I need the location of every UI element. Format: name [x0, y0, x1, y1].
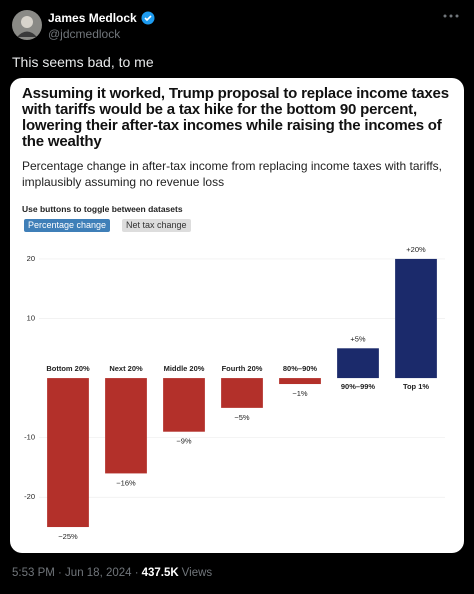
bar — [47, 378, 89, 528]
author-handle[interactable]: @jdcmedlock — [48, 27, 121, 41]
x-tick-label: Next 20% — [109, 364, 143, 373]
bar — [337, 348, 379, 379]
y-tick-label: -20 — [24, 492, 35, 501]
y-tick-label: 10 — [27, 313, 35, 322]
author-name[interactable]: James Medlock — [48, 11, 137, 25]
toggle-note: Use buttons to toggle between datasets — [22, 204, 183, 214]
timestamp[interactable]: 5:53 PM · Jun 18, 2024 · — [12, 567, 139, 579]
chart-title: Assuming it worked, Trump proposal to re… — [22, 85, 449, 150]
x-tick-label: Top 1% — [403, 382, 429, 391]
x-tick-label: 90%–99% — [341, 382, 376, 391]
x-tick-label: Bottom 20% — [46, 364, 90, 373]
verified-badge — [141, 11, 155, 25]
value-label: −16% — [116, 478, 136, 487]
x-tick-label: Middle 20% — [164, 364, 205, 373]
y-tick-label: -10 — [24, 433, 35, 442]
views-count: 437.5K — [141, 567, 179, 579]
y-tick-label: 20 — [27, 254, 35, 263]
bar — [105, 378, 147, 474]
chart-subtitle: Percentage change in after-tax income fr… — [22, 159, 442, 189]
bar — [279, 378, 321, 385]
views-label: Views — [181, 567, 213, 579]
value-label: −25% — [58, 532, 78, 541]
tweet-footer: 5:53 PM · Jun 18, 2024 · 437.5K Views — [12, 567, 212, 579]
tweet-text: This seems bad, to me — [12, 54, 154, 70]
value-label: −9% — [176, 437, 192, 446]
bar — [221, 378, 263, 408]
value-label: −5% — [234, 413, 250, 422]
avatar[interactable] — [12, 10, 42, 40]
x-tick-label: Fourth 20% — [222, 364, 263, 373]
bar — [395, 258, 437, 379]
value-label: −1% — [292, 389, 308, 398]
value-label: +5% — [350, 334, 366, 343]
x-tick-label: 80%–90% — [283, 364, 318, 373]
toggle-button[interactable]: Net tax change — [122, 219, 191, 232]
value-label: +20% — [406, 245, 426, 254]
toggle-button[interactable]: Percentage change — [24, 219, 111, 232]
more-menu[interactable] — [442, 12, 460, 20]
bar — [163, 378, 205, 432]
